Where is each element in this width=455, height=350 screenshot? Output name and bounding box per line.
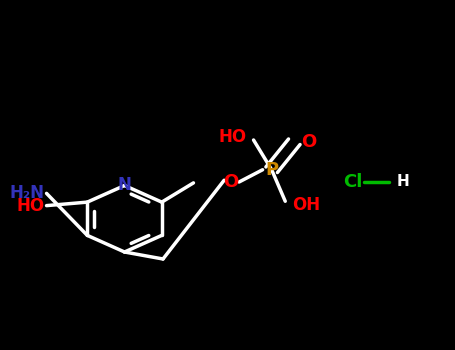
Text: OH: OH (292, 196, 320, 214)
Text: N: N (117, 176, 131, 195)
Text: HO: HO (16, 197, 44, 215)
Text: Cl: Cl (344, 173, 363, 191)
Text: O: O (223, 173, 238, 191)
Text: O: O (301, 133, 316, 151)
Text: HO: HO (219, 127, 247, 146)
Text: H₂N: H₂N (9, 184, 44, 202)
Text: H: H (396, 175, 409, 189)
Text: P: P (265, 161, 278, 179)
